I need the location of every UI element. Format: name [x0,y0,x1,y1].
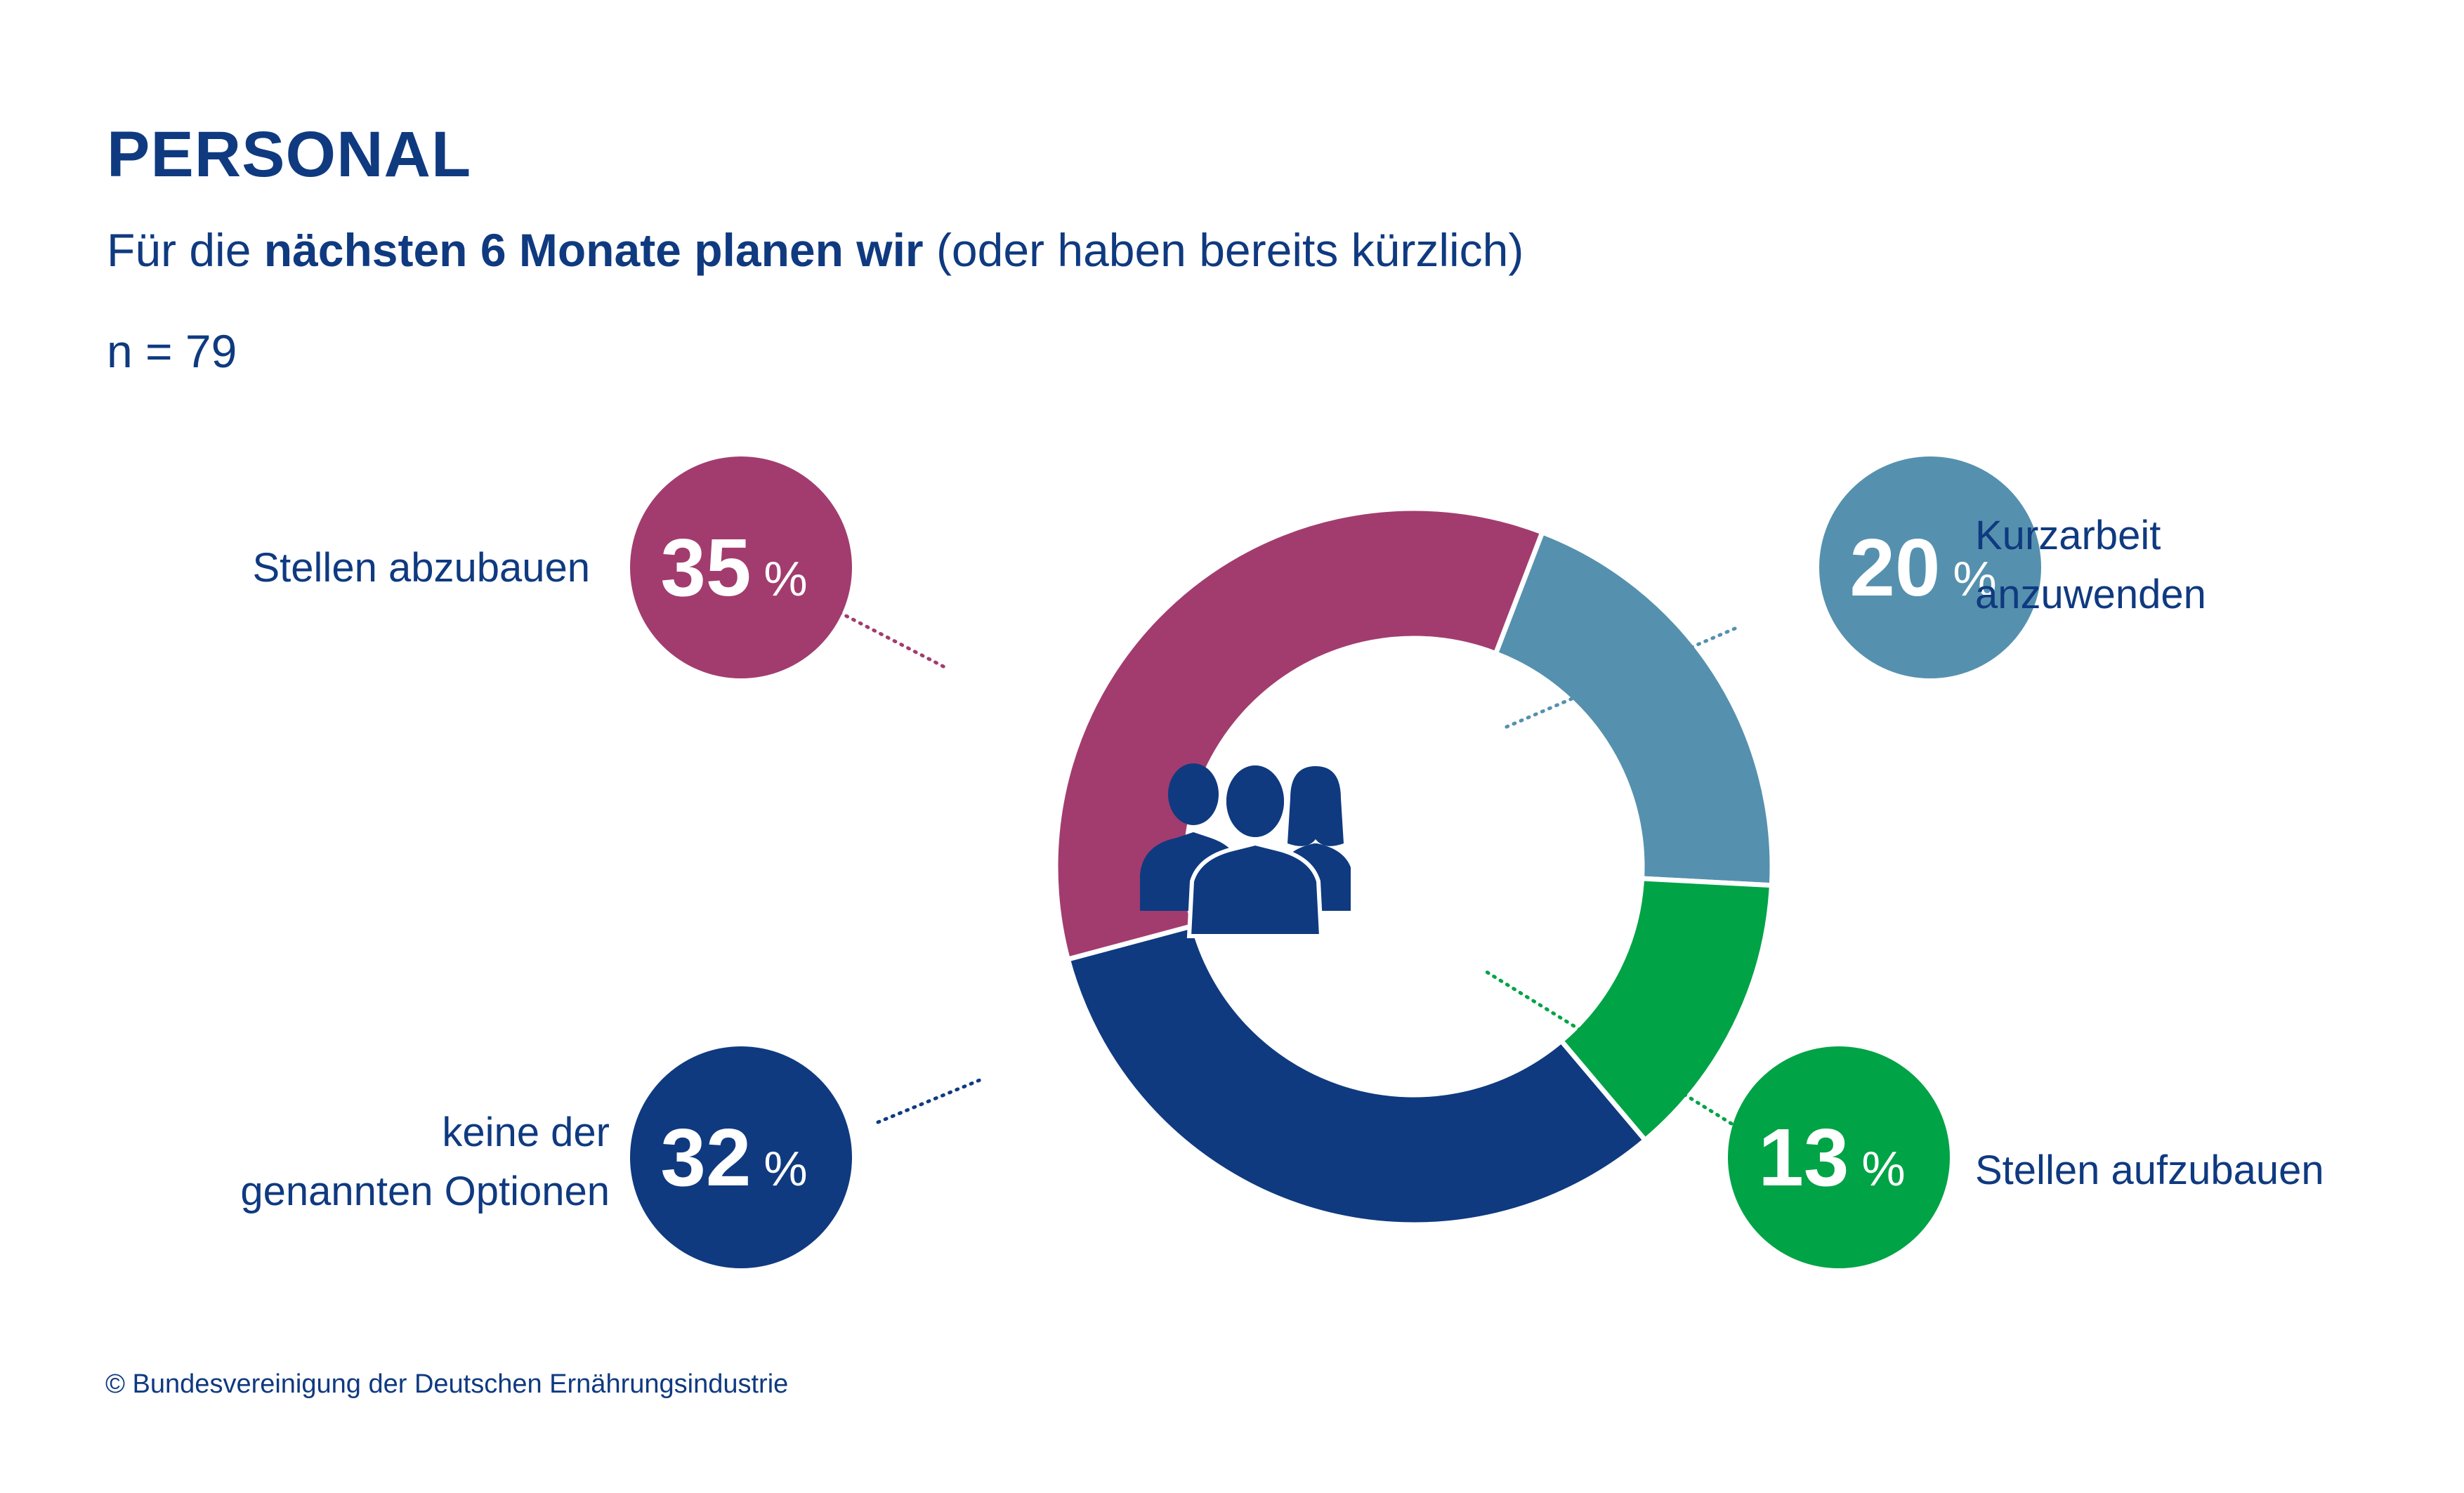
data-label-0: 35% [660,522,807,613]
category-label-1-0: Kurzarbeit [1975,513,2161,558]
value-bubble-3 [630,1046,852,1268]
value-bubble-2 [1728,1046,1950,1268]
donut-slice-3 [1065,922,1649,1228]
subtitle-bold: nächsten 6 Monate planen wir [263,224,924,276]
value-bubble-0 [630,456,852,678]
people-group-icon [1140,761,1351,938]
chart-title: PERSONAL [107,119,472,190]
value-bubble-1 [1819,456,2041,678]
copyright-footer: © Bundesvereinigung der Deutschen Ernähr… [105,1369,789,1399]
leader-line-0 [837,610,947,669]
donut-slice-1 [1492,529,1775,888]
category-label-0-0: Stellen abzubauen [252,545,590,591]
leader-line-1 [1500,626,1737,731]
subtitle-suffix: (oder haben bereits kürzlich) [923,224,1524,276]
subtitle-prefix: Für die [107,224,264,276]
leader-line-2 [1480,967,1734,1126]
leader-line-3 [876,1078,982,1124]
sample-size: n = 79 [107,325,237,377]
donut-slice-2 [1557,876,1774,1144]
data-label-2: 13% [1758,1112,1905,1203]
category-label-3-1: genannten Optionen [240,1169,610,1214]
category-label-3-0: keine der [442,1110,610,1155]
category-label-1-1: anzuwenden [1975,572,2206,617]
category-label-2-0: Stellen aufzubauen [1975,1147,2324,1193]
chart-subtitle: Für die nächsten 6 Monate planen wir (od… [107,223,1523,277]
data-label-1: 20% [1849,522,1996,613]
data-label-3: 32% [660,1112,807,1203]
